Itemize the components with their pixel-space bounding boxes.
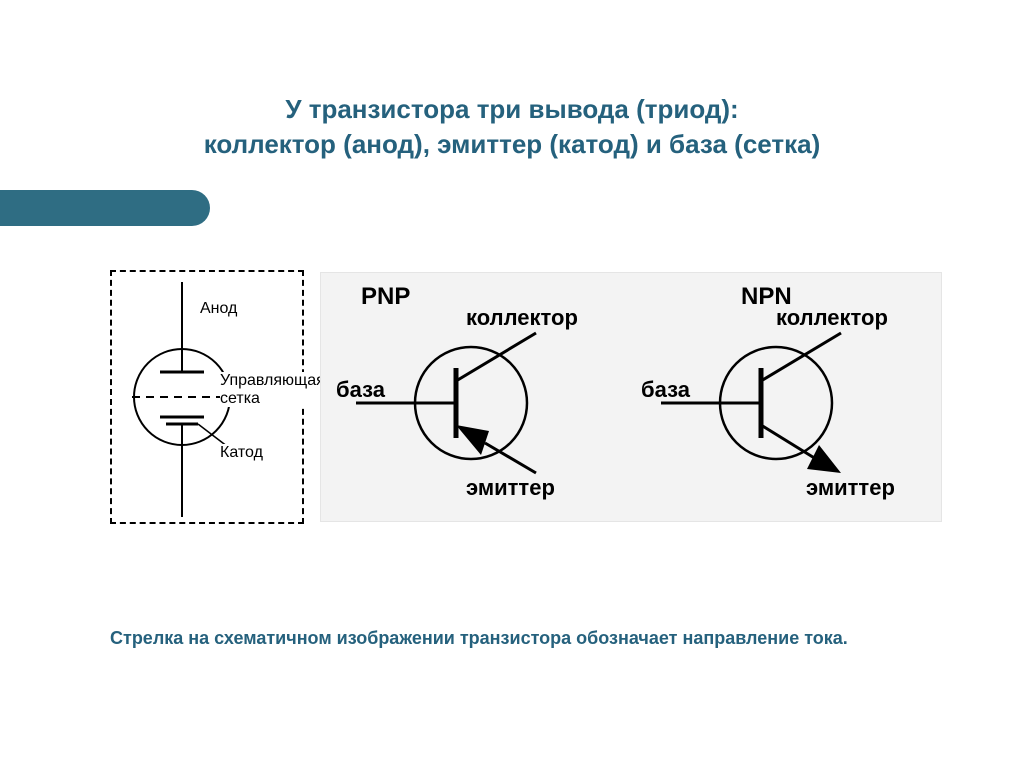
slide-caption: Стрелка на схематичном изображении транз… bbox=[110, 625, 900, 651]
pnp-collector-label: коллектор bbox=[466, 305, 578, 331]
triode-diagram: Анод Управляющая сетка Катод bbox=[110, 270, 304, 524]
cathode-label: Катод bbox=[220, 444, 263, 462]
pnp-title: PNP bbox=[361, 283, 410, 311]
pnp-base-label: база bbox=[336, 377, 385, 403]
title-line-2: коллектор (анод), эмиттер (катод) и база… bbox=[204, 129, 821, 159]
grid-label: Управляющая сетка bbox=[220, 372, 308, 407]
accent-bar bbox=[0, 190, 210, 226]
transistors-diagram: PNP коллектор база эмиттер NPN коллектор… bbox=[320, 272, 942, 522]
npn-collector-label: коллектор bbox=[776, 305, 888, 331]
pnp-symbol bbox=[356, 333, 536, 473]
pnp-emitter-label: эмиттер bbox=[466, 475, 555, 501]
npn-base-label: база bbox=[641, 377, 690, 403]
anode-label: Анод bbox=[200, 300, 237, 318]
slide-title: У транзистора три вывода (триод): коллек… bbox=[0, 92, 1024, 162]
npn-symbol bbox=[661, 333, 841, 473]
slide: У транзистора три вывода (триод): коллек… bbox=[0, 0, 1024, 767]
title-line-1: У транзистора три вывода (триод): bbox=[285, 94, 738, 124]
npn-emitter-label: эмиттер bbox=[806, 475, 895, 501]
